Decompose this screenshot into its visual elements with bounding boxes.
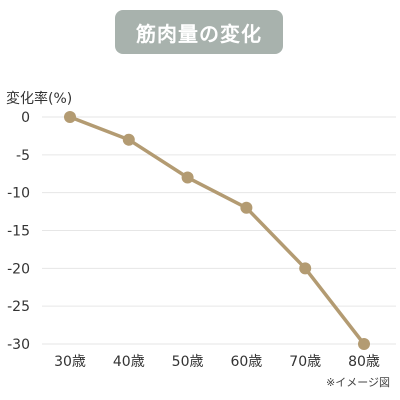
data-point [64,111,76,123]
chart-title-badge: 筋肉量の変化 [115,10,283,54]
y-axis-label: 変化率(%) [6,91,73,107]
x-tick-label: 40歳 [113,354,145,370]
y-tick-label: -15 [7,224,30,240]
y-tick-label: 0 [21,110,30,126]
y-tick-label: -30 [7,337,30,353]
x-tick-label: 60歳 [230,354,262,370]
data-point [122,133,135,146]
x-tick-label: 50歳 [172,354,204,370]
y-tick-label: -10 [7,186,30,202]
chart-title: 筋肉量の変化 [136,21,262,46]
grid-lines [42,116,396,345]
x-tick-labels: 30歳 40歳 50歳 60歳 70歳 80歳 [54,354,380,370]
y-tick-label: -25 [7,299,30,315]
x-tick-label: 80歳 [348,354,380,370]
y-tick-label: -20 [7,261,30,277]
data-point [358,338,370,350]
data-point [181,171,194,184]
x-tick-label: 30歳 [54,354,86,370]
data-point [240,201,253,214]
data-point [299,262,312,275]
chart-note: ※イメージ図 [326,376,390,389]
series-line [69,115,366,346]
y-tick-labels: 0 -5 -10 -15 -20 -25 -30 [7,110,30,353]
y-tick-label: -5 [16,148,30,164]
series-layer [64,111,370,350]
x-tick-label: 70歳 [289,354,321,370]
